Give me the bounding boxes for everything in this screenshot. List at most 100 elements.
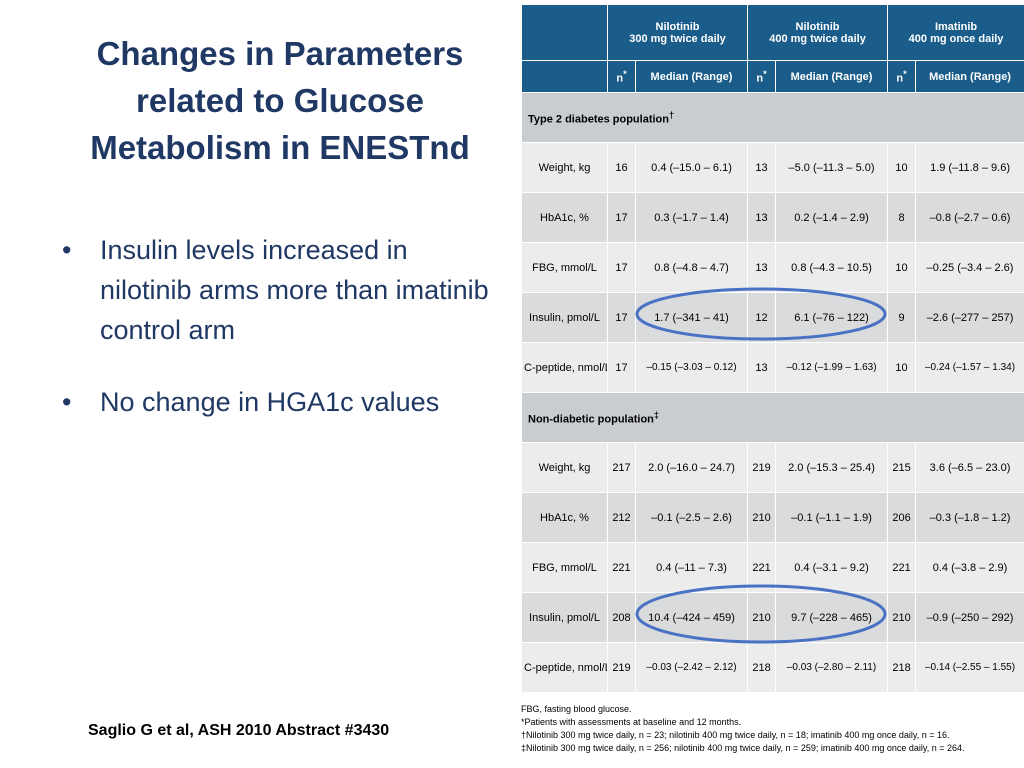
parameter-cell: Weight, kg bbox=[521, 442, 608, 493]
bullet-dot: • bbox=[62, 235, 72, 265]
n-cell: 219 bbox=[607, 642, 636, 693]
median-cell: –0.1 (–1.1 – 1.9) bbox=[775, 492, 889, 543]
n-cell: 210 bbox=[747, 592, 777, 643]
n-cell: 217 bbox=[607, 442, 636, 493]
citation: Saglio G et al, ASH 2010 Abstract #3430 bbox=[88, 722, 390, 739]
parameter-cell: Insulin, pmol/L bbox=[521, 592, 608, 643]
median-cell: 2.0 (–15.3 – 25.4) bbox=[775, 442, 889, 493]
median-cell: –0.14 (–2.55 – 1.55) bbox=[915, 642, 1024, 693]
median-cell: –0.03 (–2.42 – 2.12) bbox=[634, 642, 749, 693]
median-cell: 0.8 (–4.8 – 4.7) bbox=[634, 242, 749, 293]
median-cell: –0.24 (–1.57 – 1.34) bbox=[915, 342, 1024, 393]
n-header: n* bbox=[607, 60, 636, 93]
n-cell: 218 bbox=[747, 642, 777, 693]
table-row: FBG, mmol/L 17 0.8 (–4.8 – 4.7) 13 0.8 (–4.3… bbox=[521, 242, 1024, 293]
arm-header: Imatinib 400 mg once daily bbox=[887, 4, 1024, 61]
median-cell: 6.1 (–76 – 122) bbox=[775, 292, 889, 343]
arm-name: Nilotinib bbox=[795, 20, 840, 33]
median-cell: 0.8 (–4.3 – 10.5) bbox=[775, 242, 889, 293]
arm-dose: 400 mg twice daily bbox=[769, 32, 866, 45]
median-cell: 0.2 (–1.4 – 2.9) bbox=[775, 192, 889, 243]
median-cell: –0.8 (–2.7 – 0.6) bbox=[915, 192, 1024, 243]
median-cell: 1.7 (–341 – 41) bbox=[634, 292, 749, 343]
n-cell: 17 bbox=[607, 192, 636, 243]
n-cell: 221 bbox=[607, 542, 636, 593]
median-cell: –0.25 (–3.4 – 2.6) bbox=[915, 242, 1024, 293]
parameter-cell: HbA1c, % bbox=[521, 192, 608, 243]
n-cell: 206 bbox=[887, 492, 917, 543]
n-cell: 210 bbox=[887, 592, 917, 643]
slide-title: Changes in Parameters related to Glucose… bbox=[90, 35, 470, 166]
arm-header: Nilotinib 300 mg twice daily bbox=[606, 4, 749, 61]
n-cell: 13 bbox=[747, 192, 777, 243]
table-row: Insulin, pmol/L 17 1.7 (–341 – 41) 12 6.1 (–… bbox=[521, 292, 1024, 343]
arm-header: Nilotinib 400 mg twice daily bbox=[747, 4, 889, 61]
median-header: Median (Range) bbox=[915, 60, 1024, 93]
median-cell: –0.15 (–3.03 – 0.12) bbox=[634, 342, 749, 393]
median-cell: –0.1 (–2.5 – 2.6) bbox=[634, 492, 749, 543]
n-cell: 208 bbox=[607, 592, 636, 643]
corner-cell bbox=[521, 60, 608, 93]
footnote: *Patients with assessments at baseline a… bbox=[521, 717, 742, 727]
median-cell: 0.3 (–1.7 – 1.4) bbox=[634, 192, 749, 243]
median-header: Median (Range) bbox=[634, 60, 749, 93]
median-cell: 1.9 (–11.8 – 9.6) bbox=[915, 142, 1024, 193]
table-row: HbA1c, % 17 0.3 (–1.7 – 1.4) 13 0.2 (–1.4 – … bbox=[521, 192, 1024, 243]
table-row: Weight, kg 16 0.4 (–15.0 – 6.1) 13 –5.0 (–11… bbox=[521, 142, 1024, 193]
parameter-cell: C-peptide, nmol/L bbox=[521, 642, 608, 693]
n-cell: 17 bbox=[607, 342, 636, 393]
n-cell: 10 bbox=[887, 242, 917, 293]
bullet-text: Insulin levels increased in nilotinib ar… bbox=[100, 235, 489, 345]
n-cell: 221 bbox=[747, 542, 777, 593]
footnote: FBG, fasting blood glucose. bbox=[521, 704, 632, 714]
median-header: Median (Range) bbox=[775, 60, 889, 93]
table-body: Type 2 diabetes population† Weight, kg 16 0… bbox=[520, 92, 1024, 693]
n-cell: 210 bbox=[747, 492, 777, 543]
table-row: Insulin, pmol/L 208 10.4 (–424 – 459) 210 9.… bbox=[521, 592, 1024, 643]
median-cell: 0.4 (–11 – 7.3) bbox=[634, 542, 749, 593]
parameter-cell: C-peptide, nmol/L bbox=[521, 342, 608, 393]
median-cell: 9.7 (–228 – 465) bbox=[775, 592, 889, 643]
parameter-cell: Weight, kg bbox=[521, 142, 608, 193]
section-title: Non-diabetic population‡ bbox=[520, 392, 1024, 443]
n-cell: 16 bbox=[607, 142, 636, 193]
arm-name: Nilotinib bbox=[655, 20, 700, 33]
n-cell: 219 bbox=[747, 442, 777, 493]
median-cell: 10.4 (–424 – 459) bbox=[634, 592, 749, 643]
n-cell: 9 bbox=[887, 292, 917, 343]
n-cell: 13 bbox=[747, 142, 777, 193]
parameter-cell: Insulin, pmol/L bbox=[521, 292, 608, 343]
bullet-dot: • bbox=[62, 387, 72, 417]
bullet-list: • Insulin levels increased in nilotinib … bbox=[62, 230, 502, 454]
median-cell: –5.0 (–11.3 – 5.0) bbox=[775, 142, 889, 193]
n-cell: 13 bbox=[747, 242, 777, 293]
median-cell: 2.0 (–16.0 – 24.7) bbox=[634, 442, 749, 493]
n-cell: 13 bbox=[747, 342, 777, 393]
corner-cell bbox=[521, 4, 608, 61]
n-cell: 17 bbox=[607, 292, 636, 343]
median-cell: –0.12 (–1.99 – 1.63) bbox=[775, 342, 889, 393]
n-cell: 8 bbox=[887, 192, 917, 243]
arm-dose: 300 mg twice daily bbox=[629, 32, 726, 45]
table-row: Weight, kg 217 2.0 (–16.0 – 24.7) 219 2.0 (–… bbox=[521, 442, 1024, 493]
n-cell: 10 bbox=[887, 342, 917, 393]
subheader-row: n* Median (Range) n* Median (Range) n* M… bbox=[521, 60, 1024, 93]
n-cell: 17 bbox=[607, 242, 636, 293]
section-header-row: Non-diabetic population‡ bbox=[520, 392, 1024, 443]
section-title: Type 2 diabetes population† bbox=[520, 92, 1024, 143]
median-cell: 3.6 (–6.5 – 23.0) bbox=[915, 442, 1024, 493]
arm-header-row: Nilotinib 300 mg twice daily Nilotinib 4… bbox=[521, 4, 1024, 61]
n-cell: 221 bbox=[887, 542, 917, 593]
median-cell: –2.6 (–277 – 257) bbox=[915, 292, 1024, 343]
median-cell: 0.4 (–3.1 – 9.2) bbox=[775, 542, 889, 593]
arm-dose: 400 mg once daily bbox=[908, 32, 1004, 45]
n-header: n* bbox=[887, 60, 917, 93]
n-cell: 10 bbox=[887, 142, 917, 193]
table-row: HbA1c, % 212 –0.1 (–2.5 – 2.6) 210 –0.1 (–1.… bbox=[521, 492, 1024, 543]
table-row: C-peptide, nmol/L 219 –0.03 (–2.42 – 2.12)… bbox=[521, 642, 1024, 693]
parameter-cell: FBG, mmol/L bbox=[521, 242, 608, 293]
footnote: †Nilotinib 300 mg twice daily, n = 23; n… bbox=[521, 730, 950, 740]
table-row: C-peptide, nmol/L 17 –0.15 (–3.03 – 0.12) 1… bbox=[521, 342, 1024, 393]
glucose-parameters-table: Nilotinib 300 mg twice daily Nilotinib 4… bbox=[520, 4, 1024, 693]
n-cell: 12 bbox=[747, 292, 777, 343]
